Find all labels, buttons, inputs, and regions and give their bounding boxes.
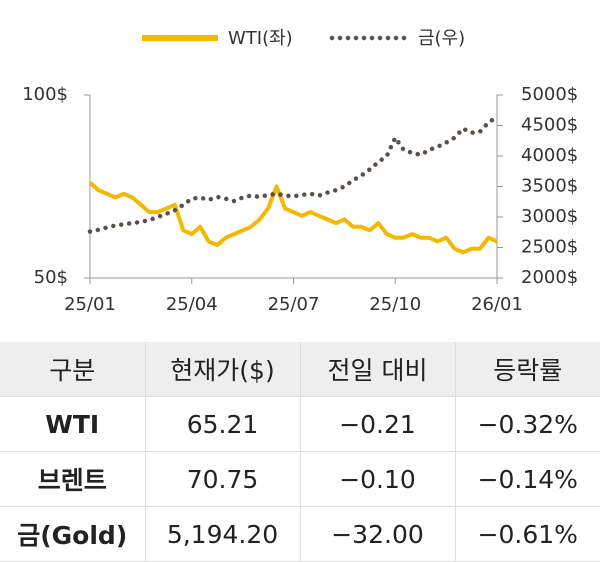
table-row: WTI 65.21 −0.21 −0.32% <box>0 396 600 452</box>
y2-tick-label: 4500$ <box>521 115 578 136</box>
table-row: 금(Gold) 5,194.20 −32.00 −0.61% <box>0 506 600 562</box>
y-tick-label: 100$ <box>22 84 68 105</box>
header-row: 구분 현재가($) 전일 대비 등락률 <box>0 342 600 397</box>
table-cell: 5,194.20 <box>144 506 300 562</box>
y2-tick-label: 3500$ <box>521 176 578 197</box>
header-cell: 구분 <box>0 342 145 397</box>
x-tick-label: 25/10 <box>369 294 421 315</box>
x-tick-label: 25/07 <box>268 294 320 315</box>
header-cell: 전일 대비 <box>299 342 455 397</box>
table-cell: 브렌트 <box>0 451 145 507</box>
table-cell: WTI <box>0 396 145 452</box>
table-cell: −0.21 <box>299 396 455 452</box>
y2-tick-label: 4000$ <box>521 145 578 166</box>
price-table: 구분 현재가($) 전일 대비 등락률 WTI 65.21 −0.21 −0.32% 브렌트 7… <box>0 342 600 562</box>
y2-tick-label: 5000$ <box>521 84 578 105</box>
y2-tick-label: 2500$ <box>521 237 578 258</box>
y-tick-label: 50$ <box>34 267 68 288</box>
legend-label: WTI(좌) <box>228 28 293 49</box>
table-body: WTI 65.21 −0.21 −0.32% 브렌트 70.75 −0.10 −0.14% 금(… <box>0 396 600 562</box>
x-tick-label: 25/04 <box>166 294 218 315</box>
table-cell: 금(Gold) <box>0 506 145 562</box>
series-line <box>87 114 500 234</box>
header-cell: 현재가($) <box>144 342 300 397</box>
table-cell: −32.00 <box>299 506 455 562</box>
series-line <box>88 181 498 255</box>
x-tick-label: 26/01 <box>471 294 523 315</box>
table-cell: −0.14% <box>454 451 600 507</box>
table-cell: 70.75 <box>144 451 300 507</box>
table-row: 브렌트 70.75 −0.10 −0.14% <box>0 451 600 507</box>
table-cell: −0.61% <box>454 506 600 562</box>
y2-tick-label: 3000$ <box>521 206 578 227</box>
table-cell: 65.21 <box>144 396 300 452</box>
chart: 50$ 100$ 2000$ 2500$ 3000$ 3500$ 4000$ 4500$ 500… <box>22 28 578 315</box>
y2-tick-label: 2000$ <box>521 267 578 288</box>
header-cell: 등락률 <box>454 342 600 397</box>
table-cell: −0.10 <box>299 451 455 507</box>
table-cell: −0.32% <box>454 396 600 452</box>
legend-label: 금(우) <box>418 28 465 49</box>
x-tick-label: 25/01 <box>64 294 116 315</box>
